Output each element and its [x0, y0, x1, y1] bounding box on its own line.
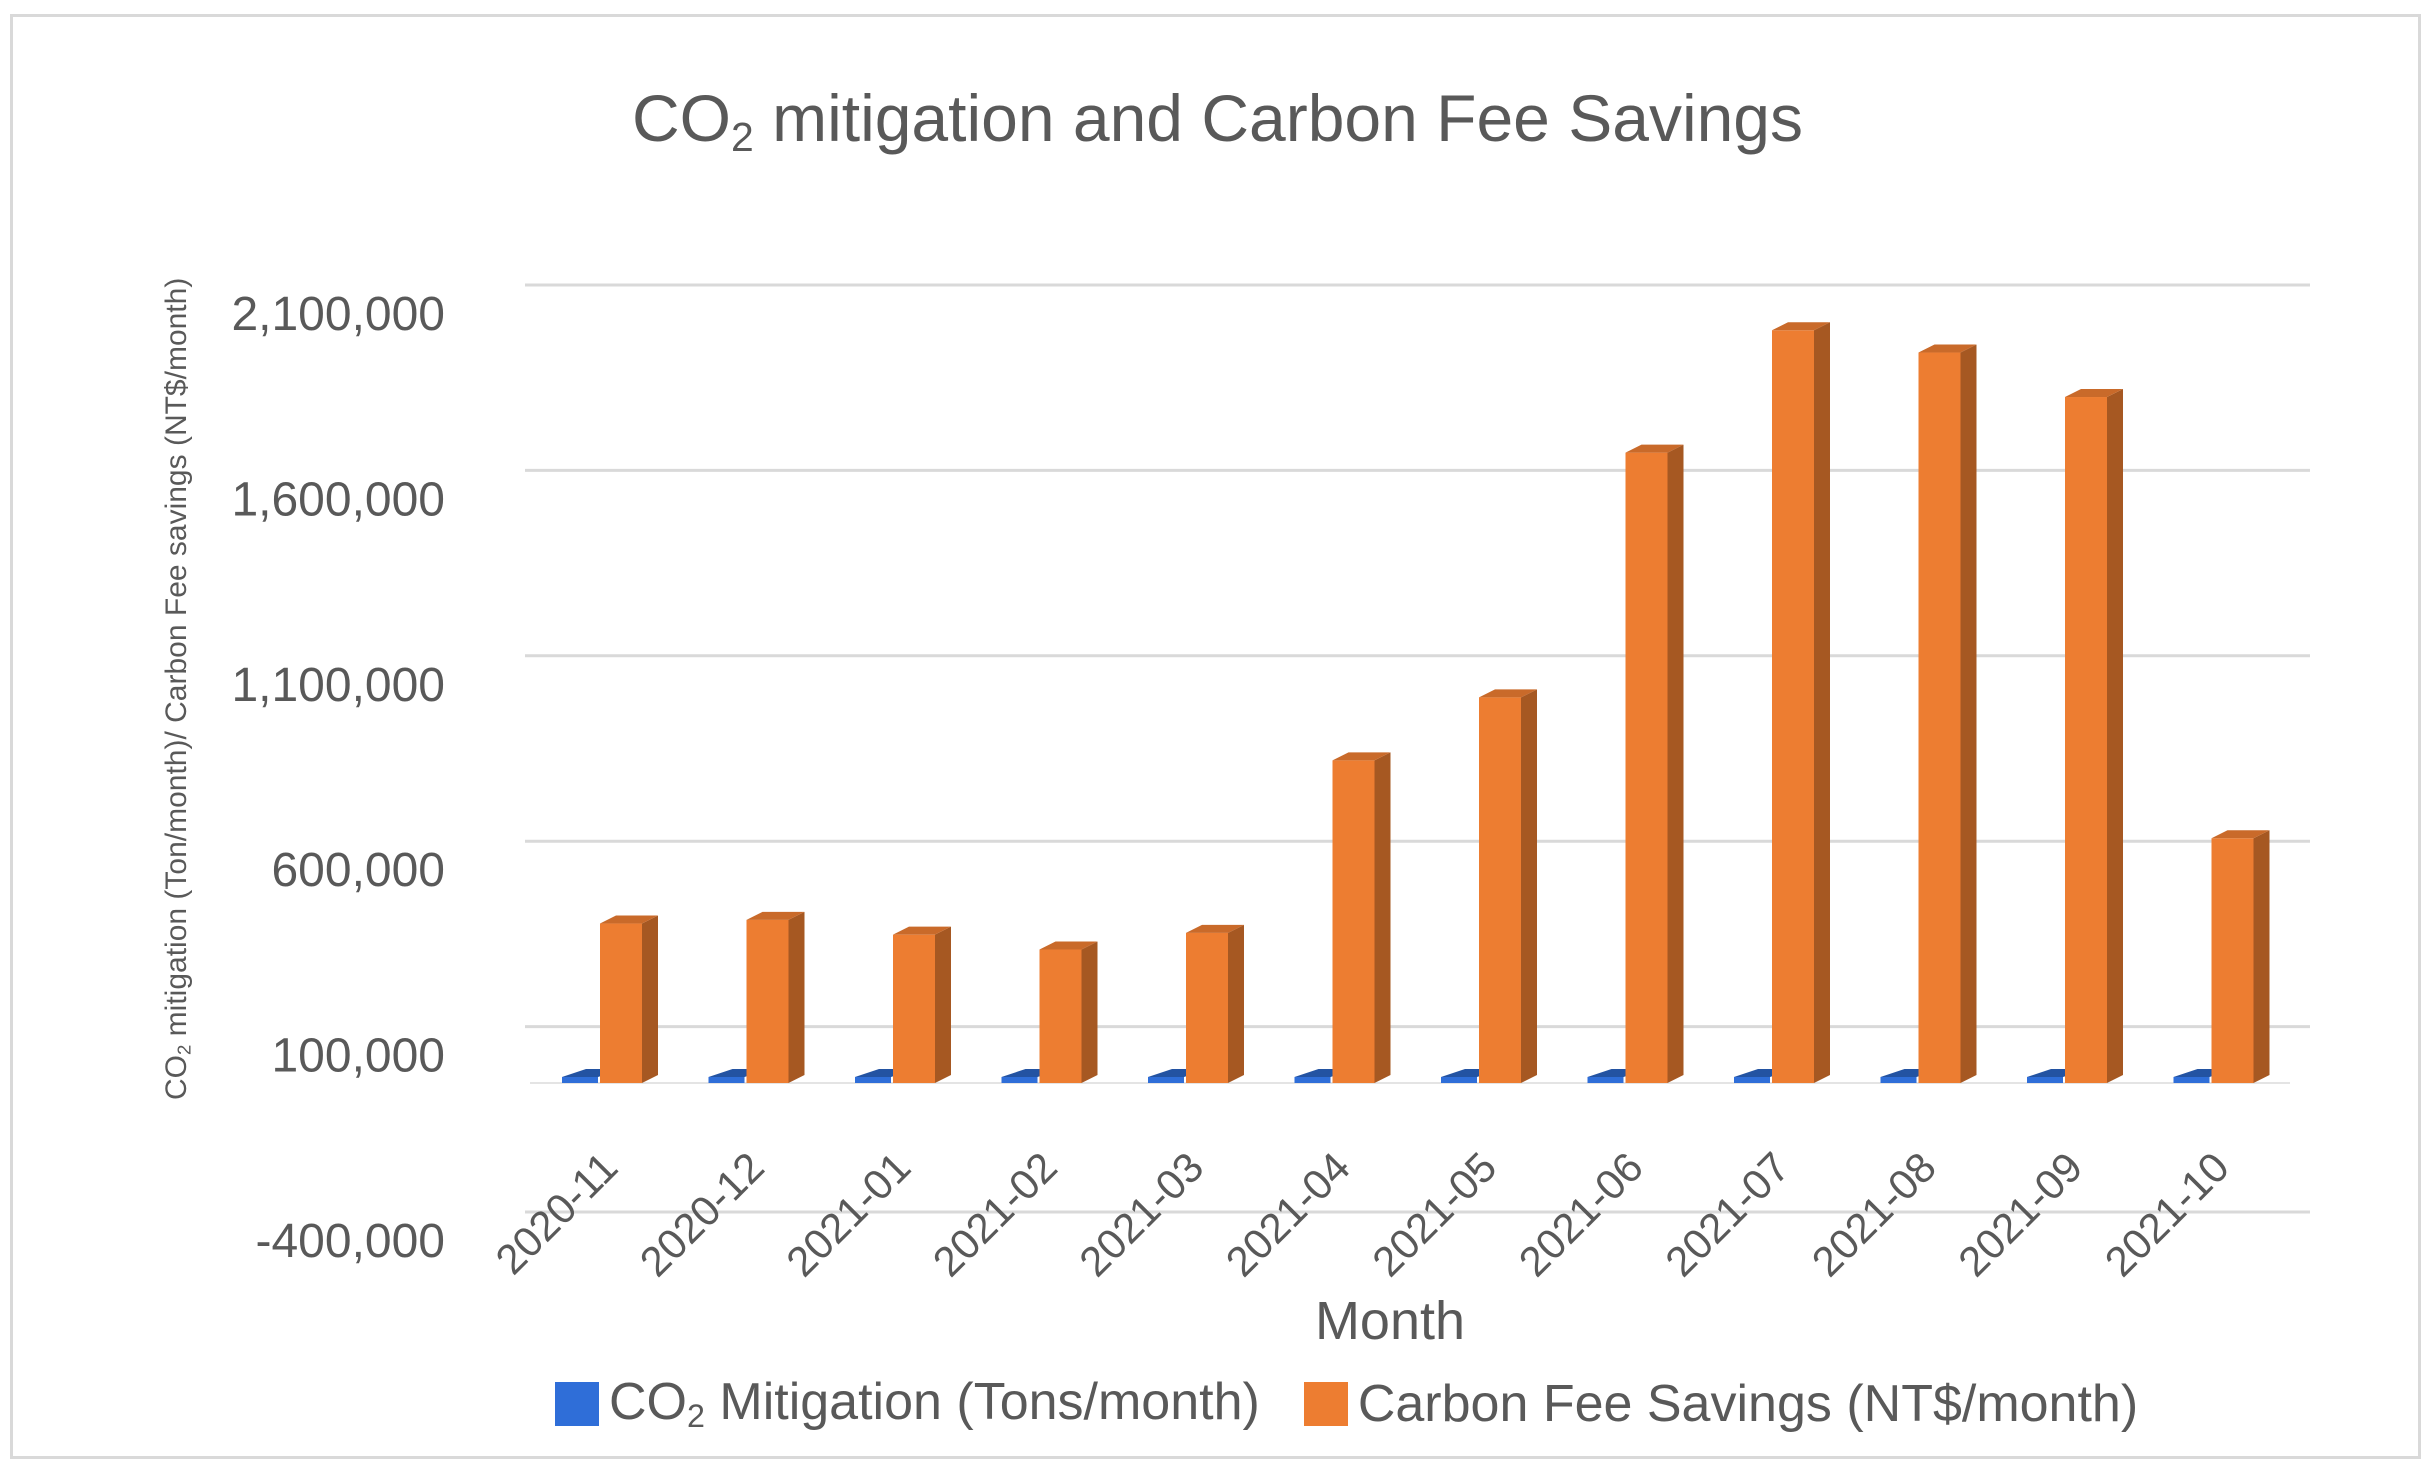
- bar-carbon-fee: [893, 934, 935, 1083]
- y-tick-label: -400,000: [256, 1215, 446, 1268]
- bar-carbon-fee-side: [2253, 830, 2270, 1083]
- x-tick-label: 2021-07: [1656, 1143, 1798, 1285]
- bar-carbon-fee-side: [1960, 344, 1977, 1083]
- bar-carbon-fee-top: [1039, 941, 1098, 950]
- bar-carbon-fee-top: [1772, 322, 1830, 331]
- bar-co2: [1734, 1077, 1770, 1083]
- bar-carbon-fee: [746, 919, 789, 1083]
- bar-co2: [1001, 1077, 1038, 1083]
- bar-carbon-fee: [600, 923, 642, 1083]
- bar-carbon-fee: [2211, 838, 2254, 1083]
- bar-carbon-fee-side: [1814, 322, 1830, 1083]
- bar-co2: [1587, 1077, 1624, 1083]
- bar-co2: [1880, 1077, 1917, 1083]
- bar-carbon-fee-top: [1332, 752, 1391, 761]
- bar-carbon-fee-side: [935, 926, 951, 1083]
- bar-carbon-fee: [1918, 352, 1961, 1083]
- bar-carbon-fee-side: [1374, 752, 1391, 1083]
- bar-carbon-fee-side: [2107, 389, 2123, 1083]
- legend-swatch-carbon-fee: [1303, 1381, 1348, 1426]
- y-tick-label: 600,000: [271, 844, 445, 897]
- bar-carbon-fee-top: [1479, 689, 1537, 698]
- bar-carbon-fee-top: [1918, 344, 1977, 353]
- bar-carbon-fee: [1479, 697, 1521, 1083]
- bar-co2: [855, 1077, 891, 1083]
- bar-carbon-fee-side: [788, 911, 805, 1083]
- bar-co2: [1441, 1077, 1477, 1083]
- bar-co2: [562, 1077, 598, 1083]
- x-tick-label: 2021-04: [1217, 1143, 1359, 1285]
- legend-label-carbon-fee: Carbon Fee Savings (NT$/month): [1357, 1374, 2139, 1433]
- bar-carbon-fee-side: [1228, 924, 1244, 1083]
- x-tick-label: 2021-03: [1070, 1143, 1212, 1285]
- x-tick-label: 2021-09: [1949, 1143, 2091, 1285]
- x-tick-label: 2021-01: [777, 1143, 919, 1285]
- legend-item-co2: CO2 Mitigation (Tons/month): [555, 1372, 1260, 1435]
- legend-item-carbon-fee: Carbon Fee Savings (NT$/month): [1303, 1374, 2139, 1434]
- bar-carbon-fee-top: [893, 926, 951, 935]
- legend: CO2 Mitigation (Tons/month) Carbon Fee S…: [555, 1372, 2182, 1435]
- bar-carbon-fee: [1039, 949, 1082, 1083]
- x-tick-label: 2021-10: [2096, 1143, 2238, 1285]
- bar-carbon-fee-top: [2211, 830, 2270, 839]
- bar-carbon-fee-top: [2065, 389, 2123, 398]
- bar-carbon-fee: [1772, 330, 1814, 1083]
- bar-carbon-fee: [1186, 932, 1228, 1083]
- bar-carbon-fee: [2065, 397, 2107, 1083]
- y-tick-label: 1,600,000: [231, 473, 445, 526]
- bar-carbon-fee-top: [600, 915, 658, 924]
- y-tick-label: 2,100,000: [231, 288, 445, 341]
- legend-swatch-co2: [555, 1381, 599, 1426]
- bar-co2: [1148, 1077, 1184, 1083]
- bar-carbon-fee-side: [642, 915, 658, 1083]
- y-tick-label: 1,100,000: [231, 659, 445, 712]
- chart-title: CO2 mitigation and Carbon Fee Savings: [631, 81, 1804, 161]
- x-tick-label: 2021-08: [1803, 1143, 1945, 1285]
- bar-carbon-fee: [1332, 760, 1375, 1083]
- bar-carbon-fee-side: [1667, 444, 1684, 1083]
- bar-carbon-fee-top: [1186, 924, 1244, 933]
- bar-carbon-fee-side: [1521, 689, 1537, 1083]
- bar-carbon-fee: [1625, 452, 1668, 1083]
- x-tick-label: 2020-12: [631, 1143, 773, 1285]
- bar-co2: [2173, 1077, 2210, 1083]
- chart-frame: [10, 14, 2421, 1459]
- x-tick-label: 2021-02: [924, 1143, 1066, 1285]
- bar-carbon-fee-top: [746, 911, 805, 920]
- bar-co2: [2027, 1077, 2063, 1083]
- x-tick-label: 2021-06: [1510, 1143, 1652, 1285]
- legend-label-co2: CO2 Mitigation (Tons/month): [609, 1373, 1260, 1435]
- bar-carbon-fee-side: [1081, 941, 1098, 1083]
- y-tick-label: 100,000: [271, 1030, 445, 1083]
- x-tick-label: 2021-05: [1363, 1143, 1505, 1285]
- x-axis-label: Month: [1314, 1291, 1466, 1351]
- bar-co2: [1294, 1077, 1331, 1083]
- bar-co2: [708, 1077, 745, 1083]
- bar-carbon-fee-top: [1625, 444, 1684, 453]
